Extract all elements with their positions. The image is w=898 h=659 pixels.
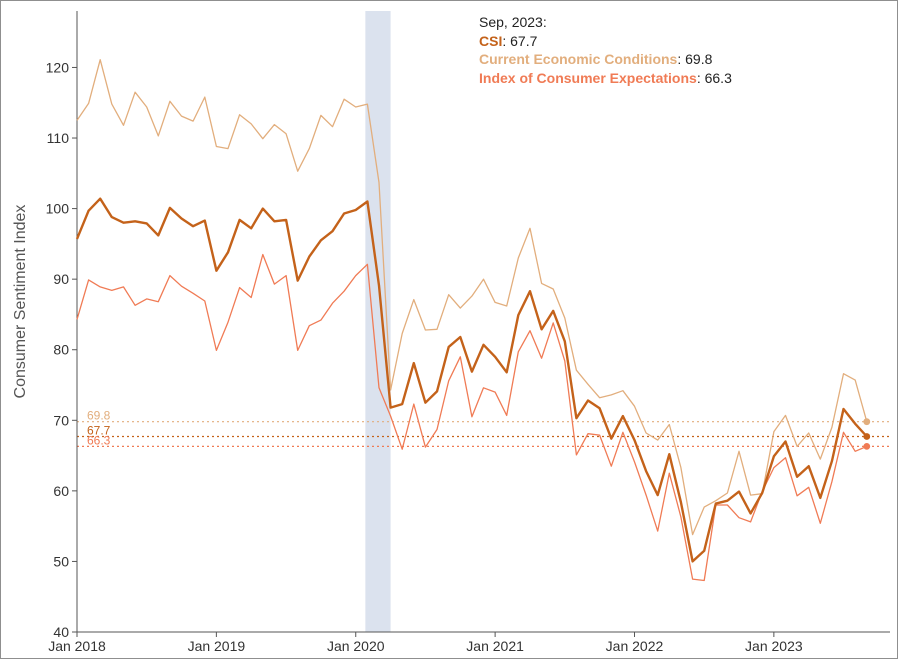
x-tick-label: Jan 2023 [745,638,803,654]
series-line-index-of-consumer-expectations [76,253,868,582]
series-line-csi [75,197,868,563]
tooltip-series-name: Index of Consumer Expectations [479,69,697,86]
y-tick-label: 100 [46,201,70,217]
tooltip-row-current-conditions: Current Economic Conditions: 69.8 [479,51,713,67]
tooltip-date: Sep, 2023: [479,14,547,30]
y-tick-label: 90 [53,271,69,287]
tooltip-series-value: 66.3 [704,69,732,86]
tooltip-row-consumer-expectations: Index of Consumer Expectations: 66.3 [479,69,732,86]
tooltip-series-value: 69.8 [685,51,713,67]
y-tick-label: 70 [53,412,69,428]
x-tick-label: Jan 2022 [606,638,664,654]
tooltip-series-value: 67.7 [510,32,538,49]
y-tick-label: 50 [53,553,69,569]
y-tick-label: 80 [53,342,69,358]
y-tick-label: 60 [53,483,69,499]
end-value-label: 67.7 [87,424,111,438]
hover-tooltip: Sep, 2023: CSI: 67.7 Current Economic Co… [479,13,732,87]
last-point-marker [863,443,871,450]
series-line-current-economic-conditions [76,59,868,536]
x-tick-label: Jan 2020 [327,638,385,654]
end-value-label: 66.3 [87,433,111,447]
last-point-marker [863,433,871,440]
y-tick-label: 40 [53,624,69,640]
tooltip-row-csi: CSI: 67.7 [479,32,538,49]
last-point-marker [863,418,871,426]
x-tick-label: Jan 2019 [188,638,246,654]
tooltip-series-name: Current Economic Conditions [479,51,678,67]
x-tick-label: Jan 2018 [48,638,106,654]
tooltip-series-name: CSI [479,32,503,49]
end-value-label: 69.8 [87,409,111,423]
y-axis-label: Consumer Sentiment Index [12,205,29,399]
x-tick-label: Jan 2021 [466,638,524,654]
y-tick-label: 110 [47,130,70,146]
y-tick-label: 120 [46,59,70,75]
